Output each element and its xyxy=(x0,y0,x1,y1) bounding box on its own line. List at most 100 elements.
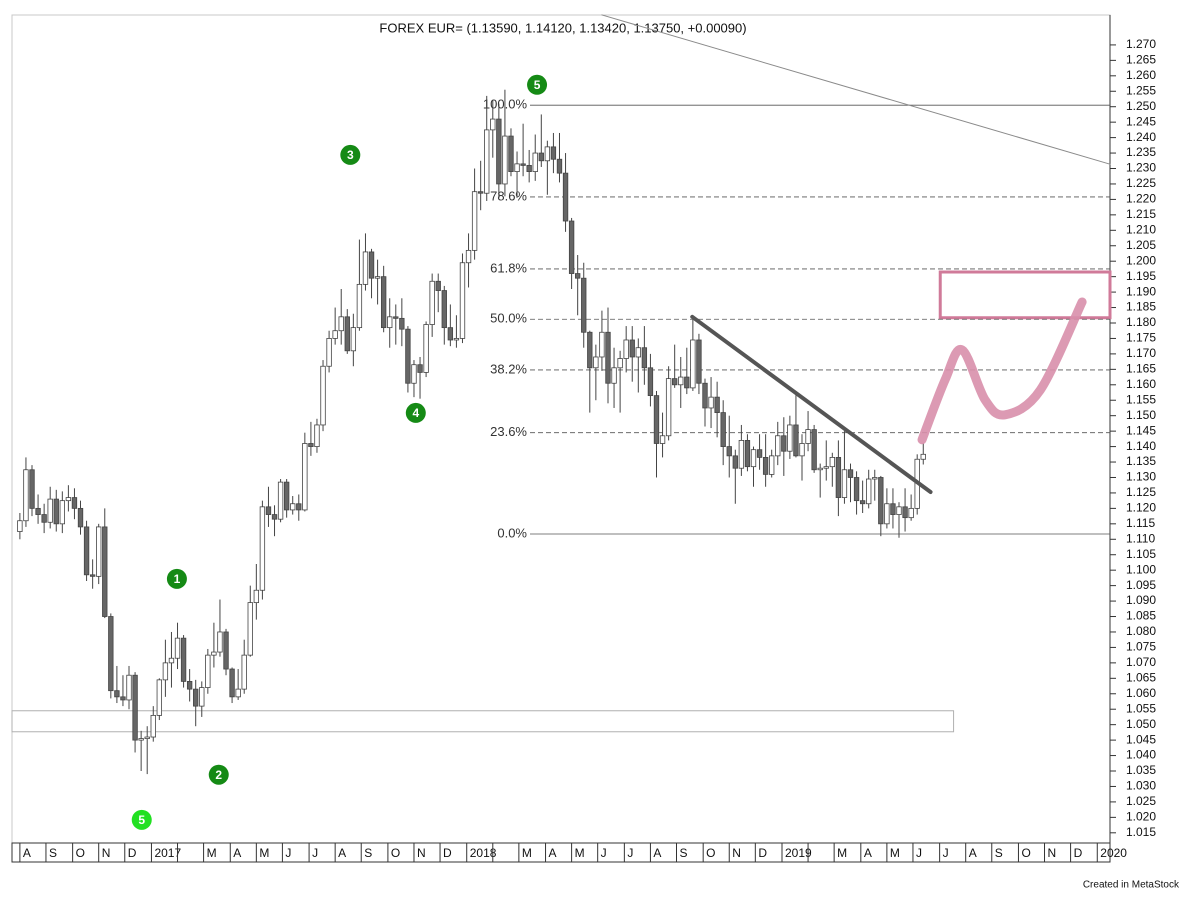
x-tick-label: D xyxy=(1074,846,1083,860)
candle xyxy=(477,160,484,211)
y-tick-label: 1.195 xyxy=(1126,269,1156,283)
candle-body xyxy=(271,514,278,520)
candle-body xyxy=(223,631,229,670)
candle xyxy=(623,326,629,373)
candle-body xyxy=(484,129,490,194)
candle xyxy=(17,513,23,540)
candle xyxy=(805,411,811,452)
candle-body xyxy=(672,378,678,386)
candle-body xyxy=(720,412,726,447)
candle xyxy=(150,706,156,742)
candle-body xyxy=(102,526,108,617)
candle xyxy=(599,310,605,371)
candle xyxy=(538,114,544,167)
candle xyxy=(484,95,490,201)
x-tick-label: O xyxy=(1021,846,1030,860)
x-axis-band xyxy=(11,842,1111,863)
x-tick-label: 2017 xyxy=(154,846,181,860)
candle xyxy=(156,678,163,721)
candle-body xyxy=(96,526,102,577)
candle-body xyxy=(823,466,829,469)
candle xyxy=(872,469,878,501)
y-tick-label: 1.260 xyxy=(1126,68,1156,82)
x-tick-label: J xyxy=(312,846,318,860)
candle xyxy=(29,465,35,517)
candle xyxy=(732,449,738,504)
candle-body xyxy=(17,520,23,532)
x-tick-label: O xyxy=(706,846,715,860)
candle-body xyxy=(490,118,496,131)
trendline xyxy=(601,14,1111,165)
candle xyxy=(787,415,793,459)
candle xyxy=(435,273,441,313)
x-tick-label: J xyxy=(916,846,922,860)
candle xyxy=(568,217,575,290)
candle-body xyxy=(508,135,514,172)
candle-body xyxy=(435,280,441,291)
y-tick-label: 1.125 xyxy=(1126,485,1156,499)
candle-body xyxy=(186,681,193,690)
candle-body xyxy=(920,453,926,460)
candle-body xyxy=(465,249,472,264)
candle-body xyxy=(229,668,235,698)
x-tick-label: 2019 xyxy=(785,846,812,860)
candle xyxy=(562,153,569,232)
candle xyxy=(678,356,684,408)
zone xyxy=(11,710,955,733)
candle-body xyxy=(344,316,350,352)
candle xyxy=(290,496,296,515)
x-tick-label: A xyxy=(969,846,977,860)
y-tick-label: 1.120 xyxy=(1126,501,1156,515)
y-tick-label: 1.030 xyxy=(1126,779,1156,793)
candle xyxy=(162,639,169,697)
candle-body xyxy=(781,435,787,452)
candle xyxy=(556,132,563,183)
candle xyxy=(235,669,241,700)
candle-body xyxy=(453,338,460,341)
x-tick-label: M xyxy=(890,846,900,860)
candle xyxy=(762,434,769,487)
fib-label: 0.0% xyxy=(497,525,527,540)
wave-marker xyxy=(208,764,229,785)
candle xyxy=(884,488,890,529)
y-tick-label: 1.175 xyxy=(1126,331,1156,345)
candle-body xyxy=(605,331,611,384)
candle xyxy=(168,631,175,688)
x-tick-label: M xyxy=(207,846,217,860)
candle xyxy=(665,366,672,441)
candle-body xyxy=(265,506,272,515)
candle-body xyxy=(690,339,696,389)
candle xyxy=(53,489,59,532)
candle xyxy=(217,599,223,657)
candle-body xyxy=(332,330,338,339)
wave-label: 3 xyxy=(347,148,354,162)
candle xyxy=(108,613,114,699)
x-tick-label: D xyxy=(443,846,452,860)
candle xyxy=(714,381,720,438)
candle-body xyxy=(174,637,181,659)
candle xyxy=(587,330,593,413)
candle-body xyxy=(829,456,835,468)
candle xyxy=(629,326,635,382)
y-tick-label: 1.115 xyxy=(1126,516,1155,530)
candle xyxy=(368,248,375,299)
candle-body xyxy=(556,158,563,174)
fib-label: 78.6% xyxy=(490,188,527,203)
y-tick-label: 1.040 xyxy=(1126,748,1156,762)
y-tick-label: 1.190 xyxy=(1126,284,1156,298)
x-tick-label: M xyxy=(575,846,585,860)
candle xyxy=(841,431,848,504)
y-tick-label: 1.170 xyxy=(1126,346,1156,360)
candle-body xyxy=(241,654,247,690)
y-tick-label: 1.135 xyxy=(1126,454,1156,468)
y-tick-label: 1.100 xyxy=(1126,562,1156,576)
candle xyxy=(890,488,896,529)
candle xyxy=(811,424,817,473)
candle xyxy=(174,622,181,670)
candle xyxy=(859,480,866,514)
candle xyxy=(659,412,666,458)
candle xyxy=(326,330,332,373)
candle-body xyxy=(193,688,199,707)
candle xyxy=(132,672,138,753)
candle xyxy=(453,315,460,348)
